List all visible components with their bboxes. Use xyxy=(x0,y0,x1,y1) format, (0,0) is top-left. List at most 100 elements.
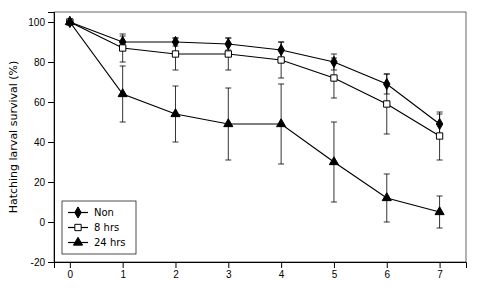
y-tick: 20 xyxy=(34,177,54,188)
marker xyxy=(278,57,284,63)
error-bar-cap xyxy=(172,38,178,39)
y-tick: 0 xyxy=(39,217,54,228)
legend: Non 8 hrs 24 hrs xyxy=(62,201,136,254)
y-tick-label: -20 xyxy=(31,257,46,268)
error-bar-cap xyxy=(437,112,443,113)
y-tick-label: 80 xyxy=(34,57,46,68)
error-bar xyxy=(278,42,284,78)
plot: 0 1 2 3 4 5 6 7 -20 0 20 40 60 80 100 Non 8 hrs 24 hrs xyxy=(28,12,466,280)
x-tick-label: 2 xyxy=(173,269,179,280)
y-tick: -20 xyxy=(31,257,54,268)
x-tick-label: 7 xyxy=(437,269,443,280)
y-tick-mark xyxy=(48,22,54,23)
error-bar-cap xyxy=(225,160,231,161)
marker xyxy=(171,109,180,117)
x-tick: 0 xyxy=(68,262,74,280)
error-bar-cap xyxy=(172,142,178,143)
error-bar xyxy=(172,38,178,70)
error-bar-cap xyxy=(384,134,390,135)
y-axis-line xyxy=(48,13,55,263)
marker xyxy=(65,17,74,25)
legend-frame xyxy=(62,201,136,254)
legend-label: 8 hrs xyxy=(94,222,119,233)
series-line xyxy=(70,22,440,136)
error-bar xyxy=(437,112,443,160)
marker xyxy=(224,119,233,127)
legend-label: 24 hrs xyxy=(94,237,126,248)
y-tick: 100 xyxy=(28,17,54,28)
error-bar-cap xyxy=(120,34,126,35)
error-bar-cap xyxy=(225,38,231,39)
x-axis: 0 1 2 3 4 5 6 7 xyxy=(55,262,467,280)
y-tick-label: 0 xyxy=(39,217,45,228)
marker xyxy=(435,207,444,215)
error-bar xyxy=(120,34,126,62)
series xyxy=(67,16,443,134)
x-tick-mark xyxy=(334,262,335,268)
series-area xyxy=(65,16,444,228)
error-bar-cap xyxy=(225,88,231,89)
error-bar-cap xyxy=(331,202,337,203)
marker xyxy=(382,193,391,201)
y-tick: 60 xyxy=(34,97,54,108)
x-tick-label: 4 xyxy=(279,269,285,280)
y-tick-mark xyxy=(48,262,54,263)
error-bar-cap xyxy=(120,66,126,67)
x-tick-label: 1 xyxy=(120,269,126,280)
x-tick-mark xyxy=(387,262,388,268)
x-tick-mark xyxy=(440,262,441,268)
x-tick: 7 xyxy=(437,262,443,280)
error-bar-cap xyxy=(437,228,443,229)
legend-marker xyxy=(75,224,81,230)
y-tick-mark xyxy=(48,182,54,183)
x-tick: 6 xyxy=(384,262,390,280)
error-bar-cap xyxy=(278,42,284,43)
error-bar-cap xyxy=(331,122,337,123)
error-bar xyxy=(331,58,337,98)
error-bar-cap xyxy=(172,70,178,71)
legend-label: Non xyxy=(94,207,114,218)
error-bar-cap xyxy=(172,38,178,39)
legend-item: 24 hrs xyxy=(68,237,126,248)
marker xyxy=(277,119,286,127)
error-bar-cap xyxy=(331,98,337,99)
error-bar-cap xyxy=(278,84,284,85)
y-tick-label: 20 xyxy=(34,177,46,188)
error-bar-cap xyxy=(384,74,390,75)
y-tick-mark xyxy=(48,222,54,223)
y-tick-mark xyxy=(48,142,54,143)
plot-frame xyxy=(54,12,466,262)
x-tick: 3 xyxy=(226,262,232,280)
y-tick-label: 60 xyxy=(34,97,46,108)
y-tick-label: 40 xyxy=(34,137,46,148)
x-tick: 5 xyxy=(332,262,338,280)
marker xyxy=(331,75,337,81)
marker xyxy=(120,45,126,51)
error-bar-cap xyxy=(225,70,231,71)
error-bar xyxy=(225,38,231,70)
x-tick: 2 xyxy=(173,262,179,280)
y-tick-mark xyxy=(48,102,54,103)
x-tick-mark xyxy=(70,262,71,268)
error-bar-cap xyxy=(278,164,284,165)
legend-marker xyxy=(75,207,81,218)
error-bar-cap xyxy=(331,58,337,59)
error-bar-cap xyxy=(437,196,443,197)
error-bar-cap xyxy=(384,222,390,223)
y-axis-title: Hatching larval survival (%) xyxy=(7,61,20,214)
x-tick: 4 xyxy=(279,262,285,280)
marker xyxy=(118,89,127,97)
y-tick-mark xyxy=(48,62,54,63)
marker xyxy=(225,51,231,57)
x-tick-label: 6 xyxy=(384,269,390,280)
x-tick-label: 5 xyxy=(332,269,338,280)
error-bar-cap xyxy=(384,174,390,175)
y-tick: 40 xyxy=(34,137,54,148)
error-bar-cap xyxy=(120,62,126,63)
series xyxy=(67,19,443,160)
chart: 0 1 2 3 4 5 6 7 -20 0 20 40 60 80 100 Non 8 hrs 24 hrs Hat… xyxy=(0,0,480,288)
error-bar-cap xyxy=(331,54,337,55)
marker xyxy=(172,51,178,57)
marker xyxy=(384,101,390,107)
y-axis: -20 0 20 40 60 80 100 xyxy=(28,13,54,268)
